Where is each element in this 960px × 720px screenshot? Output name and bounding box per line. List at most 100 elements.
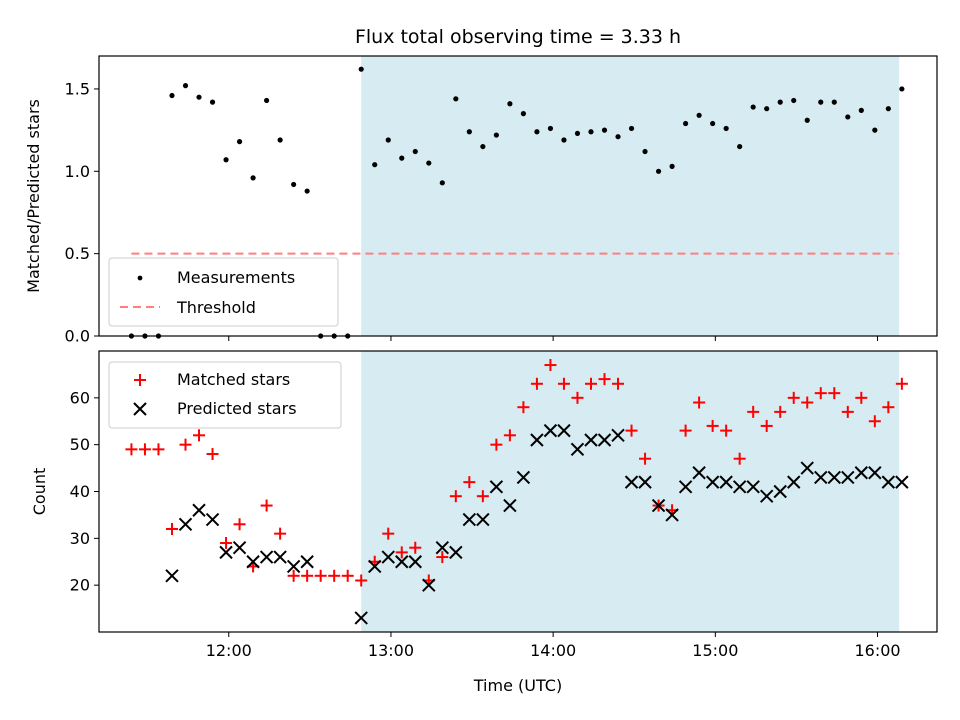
- marker-stroke: [530, 433, 544, 447]
- predicted-star-point: [678, 480, 693, 494]
- predicted-legend-label: Predicted stars: [177, 399, 297, 418]
- measurement-point: [710, 120, 716, 127]
- matched-star-point: [274, 527, 287, 540]
- predicted-star-point: [814, 470, 828, 485]
- predicted-star-point: [881, 475, 896, 489]
- matched-star-point: [206, 448, 219, 461]
- measurement-points: [128, 66, 905, 339]
- predicted-star-point: [422, 578, 436, 592]
- marker-stroke: [462, 512, 477, 527]
- measurement-point: [804, 117, 810, 123]
- count-panel-frame: [98, 350, 938, 633]
- matched-star-point: [341, 569, 354, 582]
- matched-star-point: [855, 391, 868, 404]
- matched-star-point: [382, 527, 395, 540]
- predicted-star-point: [732, 480, 747, 494]
- marker-stroke: [259, 550, 274, 564]
- marker-stroke: [408, 555, 422, 569]
- predicted-star-point: [746, 480, 760, 494]
- measurement-point: [547, 125, 554, 132]
- matched-star-point: [720, 424, 733, 437]
- predicted-star-point: [841, 470, 855, 485]
- measurement-point: [818, 99, 824, 105]
- marker-stroke: [489, 480, 504, 494]
- marker-stroke: [759, 489, 774, 503]
- measurement-point: [831, 99, 837, 105]
- matched-legend-label: Matched stars: [177, 370, 290, 389]
- measurement-point: [628, 125, 635, 132]
- ratio-legend-box: [108, 257, 339, 327]
- measurement-point: [669, 163, 675, 169]
- marker-stroke: [192, 503, 206, 517]
- predicted-star-point: [178, 517, 193, 531]
- x-tick-label: 14:00: [530, 641, 576, 660]
- measurement-point: [453, 96, 459, 102]
- count-legend: Matched stars Predicted stars: [108, 361, 342, 429]
- ratio-y-tick-label: 0.5: [65, 244, 90, 263]
- marker-stroke: [178, 517, 193, 531]
- marker-stroke: [300, 555, 314, 569]
- measurement-point: [426, 160, 432, 166]
- count-y-tick-label: 40: [70, 482, 90, 501]
- measurement-point: [412, 148, 418, 155]
- measurement-point: [791, 97, 797, 104]
- marker-stroke: [841, 470, 855, 485]
- predicted-star-point: [692, 466, 706, 480]
- ratio-y-axis-label: Matched/Predicted stars: [24, 99, 43, 293]
- marker-stroke: [787, 475, 801, 489]
- matched-star-point: [395, 546, 408, 559]
- marker-stroke: [219, 545, 233, 560]
- count-y-tick-label: 30: [70, 529, 90, 548]
- ratio-panel-frame: [98, 55, 938, 337]
- predicted-star-point: [800, 461, 814, 475]
- predicted-star-point: [584, 433, 598, 447]
- x-tick-label: 12:00: [206, 641, 252, 660]
- matched-star-point: [152, 443, 165, 456]
- predicted-star-point: [219, 545, 233, 560]
- measurement-point: [358, 66, 364, 72]
- measurement-point: [223, 157, 229, 163]
- marker-stroke: [814, 470, 828, 485]
- matched-star-point: [233, 518, 246, 531]
- predicted-star-point: [651, 498, 666, 513]
- matched-star-point: [760, 419, 773, 432]
- marker-stroke: [705, 475, 720, 489]
- predicted-star-point: [570, 442, 585, 457]
- matched-star-point: [639, 452, 652, 465]
- predicted-star-point: [489, 480, 504, 494]
- predicted-star-point: [300, 555, 314, 569]
- count-panel: 20 30 40 50 60 12:00 13:00 14:00 15:00 16:00 Cou…: [30, 350, 938, 695]
- matched-star-point: [733, 452, 746, 465]
- matched-star-point: [544, 359, 557, 372]
- ratio-y-tick-label: 1.5: [65, 79, 90, 98]
- observing-window-span: [361, 56, 900, 336]
- count-points: [125, 359, 909, 625]
- marker-stroke: [381, 550, 395, 564]
- predicted-star-point: [705, 475, 720, 489]
- predicted-star-point: [368, 559, 382, 574]
- matched-star-point: [220, 537, 233, 550]
- predicted-star-point: [354, 611, 368, 625]
- count-y-tick-label: 60: [70, 388, 90, 407]
- measurement-point: [493, 132, 499, 138]
- ratio-y-tick-label: 0.0: [65, 327, 90, 346]
- matched-star-point: [868, 415, 881, 428]
- marker-stroke: [570, 442, 585, 457]
- marker-stroke: [868, 466, 882, 480]
- predicted-star-point: [773, 484, 787, 499]
- matched-star-point: [828, 387, 841, 400]
- ratio-panel: 0.0 0.5 1.0 1.5 Matched/Predicted stars Mea…: [24, 55, 938, 346]
- measurement-point: [507, 101, 513, 107]
- count-y-ticks: 20 30 40 50 60: [70, 388, 99, 595]
- measurement-point: [858, 107, 864, 113]
- measurement-point: [182, 83, 189, 89]
- x-tick-label: 16:00: [854, 641, 900, 660]
- matched-star-point: [882, 401, 895, 414]
- measurement-point: [304, 188, 310, 194]
- marker-stroke: [651, 498, 666, 513]
- count-legend-box: [108, 361, 342, 429]
- marker-stroke: [597, 433, 612, 447]
- x-axis-label: Time (UTC): [473, 676, 562, 695]
- predicted-star-point: [435, 540, 450, 555]
